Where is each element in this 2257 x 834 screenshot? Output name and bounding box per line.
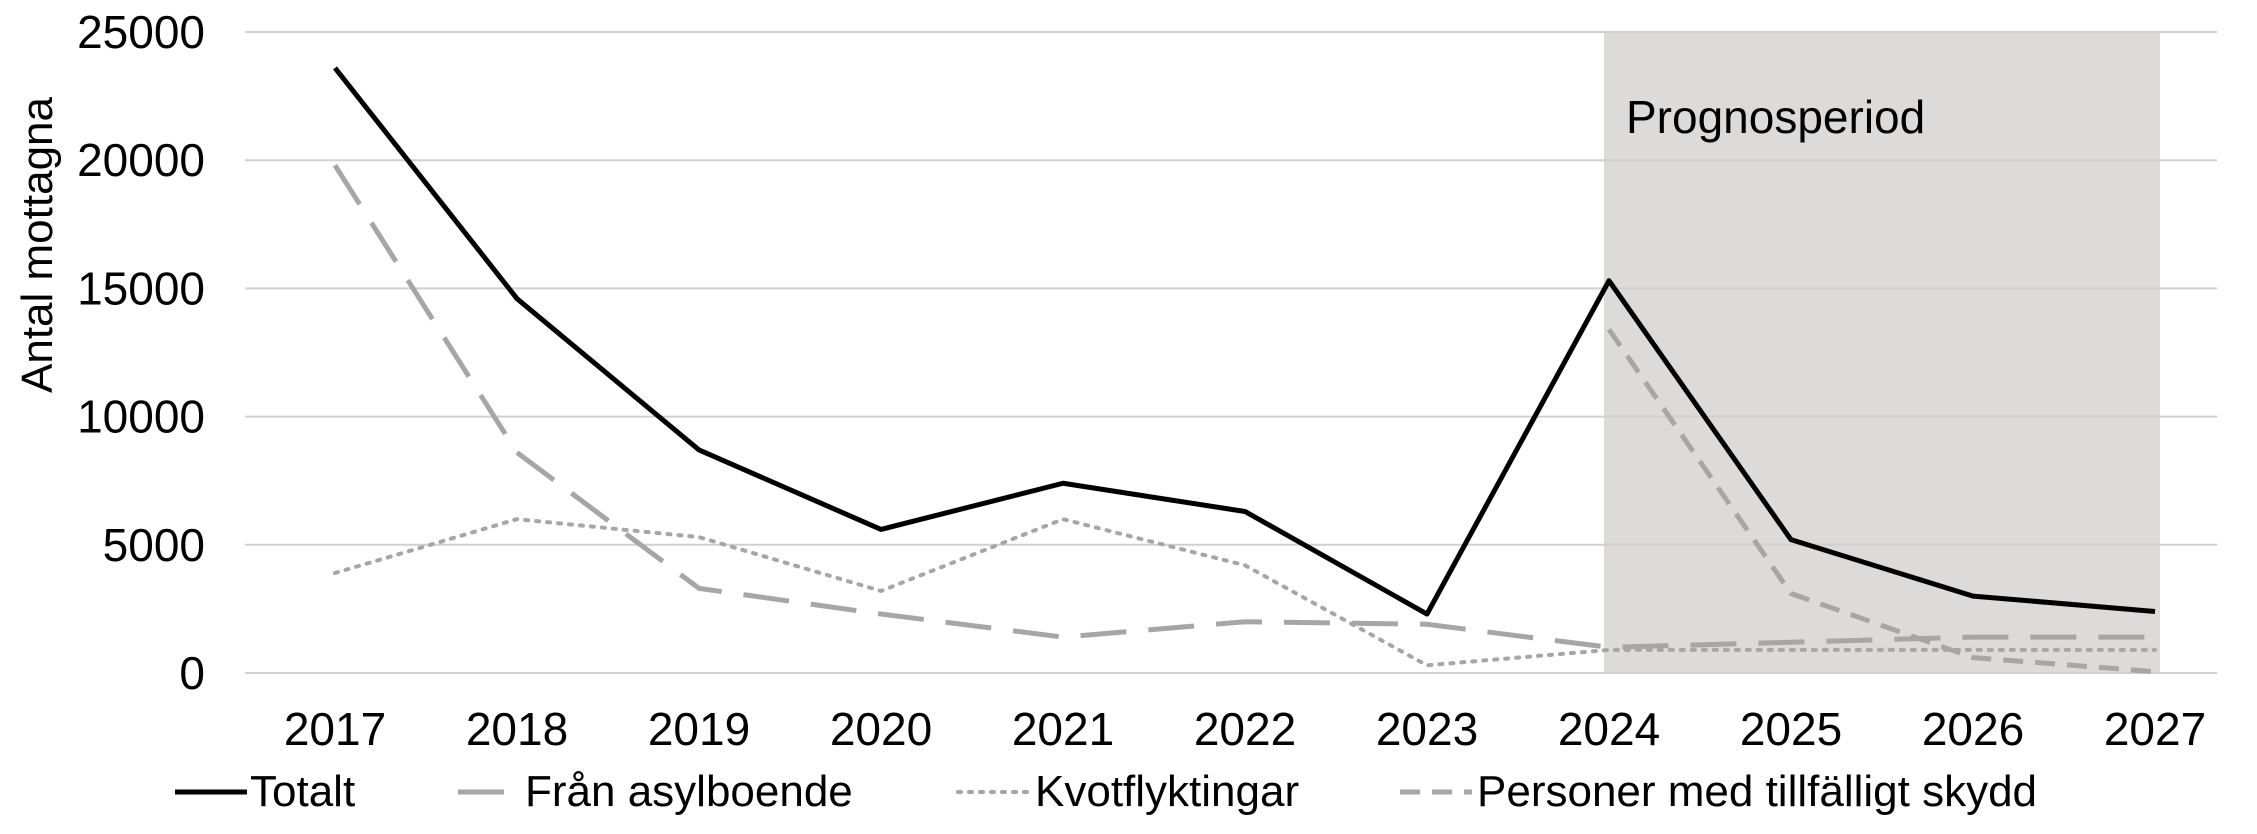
- x-tick-label: 2026: [1922, 703, 2024, 755]
- x-tick-label: 2023: [1376, 703, 1478, 755]
- x-tick-label: 2019: [648, 703, 750, 755]
- y-axis: 0 5000 10000 15000 20000 25000: [77, 6, 205, 699]
- forecast-region-label: Prognosperiod: [1626, 91, 1925, 143]
- x-axis: 2017 2018 2019 2020 2021 2022 2023 2024 2025 2026…: [284, 703, 2206, 755]
- series-line-0: [333, 66, 2156, 617]
- y-tick-label: 25000: [77, 6, 205, 58]
- y-tick-label: 5000: [103, 519, 205, 571]
- x-tick-label: 2022: [1194, 703, 1296, 755]
- legend-label: Från asylboende: [525, 767, 853, 816]
- y-tick-label: 20000: [77, 134, 205, 186]
- legend: Totalt Från asylboende Kvotflyktingar Perso…: [175, 767, 2037, 816]
- x-tick-label: 2025: [1740, 703, 1842, 755]
- legend-label: Totalt: [250, 767, 355, 816]
- legend-label: Personer med tillfälligt skydd: [1477, 767, 2037, 816]
- x-tick-label: 2017: [284, 703, 386, 755]
- y-tick-label: 10000: [77, 391, 205, 443]
- x-tick-label: 2020: [830, 703, 932, 755]
- x-tick-label: 2024: [1558, 703, 1660, 755]
- series-layer: [332, 66, 2157, 675]
- series-line-2: [333, 517, 2157, 668]
- x-tick-label: 2027: [2104, 703, 2206, 755]
- series-line-3: [1606, 328, 2156, 675]
- y-tick-label: 0: [179, 647, 205, 699]
- series-line-1: [332, 163, 2155, 650]
- y-tick-label: 15000: [77, 262, 205, 314]
- legend-label: Kvotflyktingar: [1035, 767, 1299, 816]
- x-tick-label: 2021: [1012, 703, 1114, 755]
- y-axis-title: Antal mottagna: [13, 96, 62, 392]
- gridlines: [245, 31, 2217, 674]
- x-tick-label: 2018: [466, 703, 568, 755]
